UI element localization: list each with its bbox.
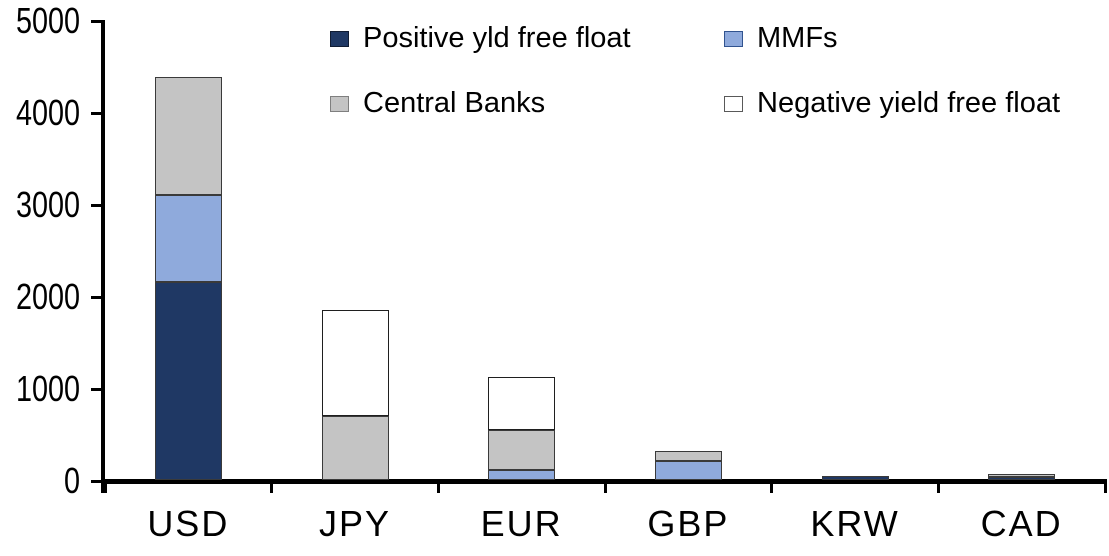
bar-eur-negative-yield-free-float: [488, 376, 556, 431]
x-axis-tick: [103, 479, 107, 493]
y-axis-line: [101, 20, 105, 493]
x-category-label-krw: KRW: [810, 503, 900, 544]
x-category-label-usd: USD: [147, 503, 230, 544]
bar-eur-central-banks: [488, 430, 556, 470]
y-tick-label: 3000: [16, 184, 81, 225]
legend-label: Negative yield free float: [757, 87, 1061, 119]
bar-jpy-negative-yield-free-float: [321, 309, 389, 416]
legend-swatch-central-banks: [330, 95, 349, 112]
x-axis-tick: [270, 479, 274, 493]
y-axis-tick: [91, 295, 103, 299]
y-tick-label: 1000: [16, 368, 81, 409]
x-category-label-cad: CAD: [980, 503, 1063, 544]
y-axis-tick: [91, 111, 103, 115]
x-axis-tick: [936, 479, 940, 493]
legend-label: Central Banks: [363, 87, 546, 119]
bar-usd-positive-yld-free-float: [154, 282, 222, 480]
x-category-label-gbp: GBP: [647, 503, 730, 544]
x-axis-tick: [436, 479, 440, 493]
y-axis-tick: [91, 203, 103, 207]
x-axis-tick: [603, 479, 607, 493]
y-axis-tick: [91, 19, 103, 23]
bar-eur-mmfs: [488, 469, 556, 480]
bar-cad-positive-yld-free-float: [988, 477, 1056, 480]
x-category-label-jpy: JPY: [318, 503, 392, 544]
bar-jpy-central-banks: [321, 415, 389, 480]
y-tick-label: 0: [63, 460, 80, 501]
legend-label: Positive yld free float: [363, 22, 631, 54]
legend-item-central-banks: Central Banks: [330, 89, 545, 118]
x-axis-tick: [1103, 479, 1107, 493]
legend-item-positive-yld-free-float: Positive yld free float: [330, 24, 631, 53]
legend-swatch-negative-yield-free-float: [724, 95, 743, 112]
y-tick-label: 5000: [16, 0, 81, 41]
bar-usd-central-banks: [154, 77, 222, 195]
legend-swatch-mmfs: [724, 30, 743, 47]
bar-krw-positive-yld-free-float: [821, 475, 889, 480]
y-tick-label: 4000: [16, 92, 81, 133]
bar-gbp-central-banks: [654, 450, 722, 461]
bar-usd-mmfs: [154, 194, 222, 283]
y-tick-label: 2000: [16, 276, 81, 317]
x-category-label-eur: EUR: [480, 503, 563, 544]
legend-item-mmfs: MMFs: [724, 24, 838, 53]
legend-label: MMFs: [757, 22, 838, 54]
x-axis-tick: [770, 479, 774, 493]
legend-swatch-positive-yld-free-float: [330, 30, 349, 47]
y-axis-tick: [91, 479, 103, 483]
bar-gbp-mmfs: [654, 460, 722, 480]
legend-item-negative-yield-free-float: Negative yield free float: [724, 89, 1060, 118]
bar-cad-central-banks: [988, 474, 1056, 478]
y-axis-tick: [91, 387, 103, 391]
